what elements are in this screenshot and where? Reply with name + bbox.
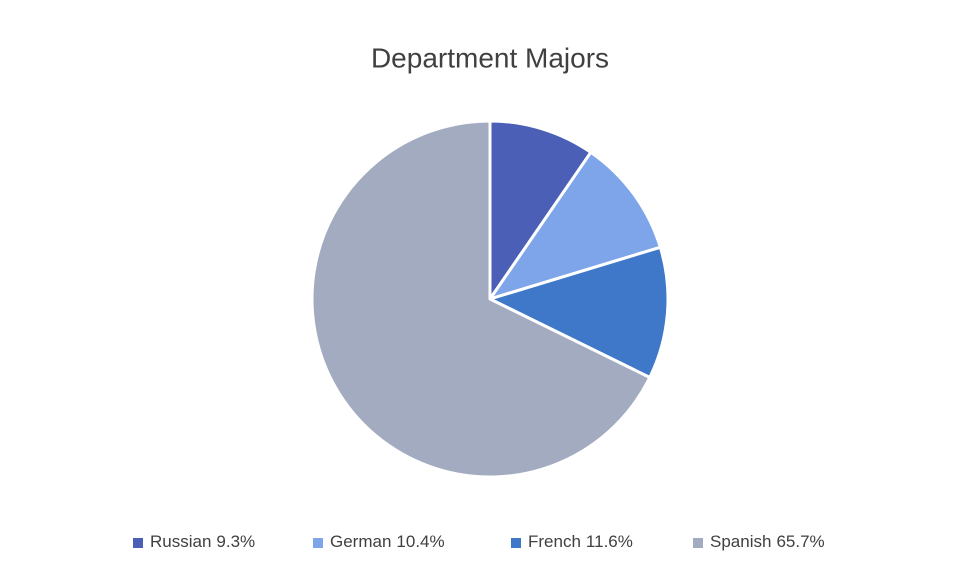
legend-name: French (528, 532, 581, 551)
legend-value: 9.3% (216, 532, 255, 551)
chart-title: Department Majors (371, 42, 609, 73)
legend-name: German (330, 532, 391, 551)
pie (310, 119, 670, 479)
legend-swatch (313, 538, 323, 548)
legend-swatch (693, 538, 703, 548)
pie-slice (488, 150, 662, 301)
legend-swatch (511, 538, 521, 548)
pie-slice (488, 245, 670, 379)
legend-name: Russian (150, 532, 211, 551)
legend-label: German 10.4% (330, 532, 445, 551)
legend-name: Spanish (710, 532, 771, 551)
legend-value: 65.7% (776, 532, 824, 551)
legend-label: Russian 9.3% (150, 532, 255, 551)
legend-label: French 11.6% (528, 532, 633, 551)
legend-value: 11.6% (586, 532, 633, 551)
legend-value: 10.4% (396, 532, 444, 551)
legend: Russian 9.3% German 10.4% French 11.6% Spanish… (133, 532, 825, 551)
legend-swatch (133, 538, 143, 548)
pie-slice (310, 119, 652, 479)
legend-label: Spanish 65.7% (710, 532, 825, 551)
pie-slice (488, 119, 593, 301)
